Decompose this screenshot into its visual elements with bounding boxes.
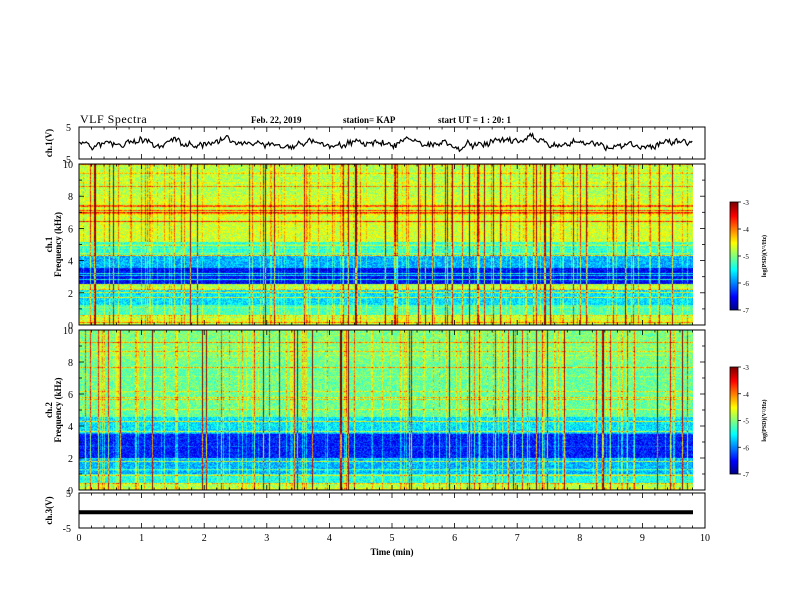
- start-time-label: start UT = 1 : 20: 1: [438, 115, 511, 125]
- ch1-spectrogram-image: [79, 164, 693, 325]
- colorbar-tick-label: -3: [743, 364, 749, 372]
- y-tick-label: 2: [68, 289, 73, 300]
- y-axis-label-waveform: ch.3(V): [44, 496, 54, 524]
- colorbar-label: log(PSD)(V²/Hz): [761, 399, 768, 441]
- chart-title: VLF Spectra: [80, 112, 148, 126]
- colorbar-tick-label: -3: [743, 199, 749, 207]
- y-tick-label: 10: [63, 160, 73, 171]
- y-tick-label: 8: [68, 192, 73, 203]
- y-tick-label: 5: [66, 489, 71, 500]
- y-tick-label: 6: [68, 390, 73, 401]
- x-tick-label: 9: [640, 533, 645, 544]
- y-tick-label: 8: [68, 358, 73, 369]
- x-tick-label: 2: [202, 533, 207, 544]
- date-label: Feb. 22, 2019: [251, 115, 302, 125]
- colorbar-tick-label: -6: [743, 280, 749, 288]
- ch2-spectrogram-image: [79, 330, 693, 490]
- x-tick-label: 3: [264, 533, 269, 544]
- y-tick-label: 4: [68, 422, 73, 433]
- x-tick-label: 7: [515, 533, 520, 544]
- y-tick-label: 0: [68, 486, 73, 497]
- x-tick-label: 10: [700, 533, 710, 544]
- x-tick-label: 8: [577, 533, 582, 544]
- y-axis-label-channel: ch.2: [44, 402, 54, 418]
- y-axis-label-frequency: Frequency (kHz): [53, 212, 63, 277]
- x-tick-label: 4: [327, 533, 332, 544]
- colorbar: [730, 367, 738, 474]
- x-axis-label: Time (min): [370, 547, 413, 557]
- y-tick-label: -5: [63, 155, 71, 166]
- x-tick-label: 1: [139, 533, 144, 544]
- y-tick-label: 4: [68, 257, 73, 268]
- ch1-waveform-line: [78, 132, 693, 153]
- colorbar-tick-label: -4: [743, 226, 749, 234]
- colorbar-tick-label: -7: [743, 471, 749, 479]
- x-tick-label: 6: [452, 533, 457, 544]
- y-tick-label: 2: [68, 454, 73, 465]
- colorbar-tick-label: -5: [743, 253, 749, 261]
- x-tick-label: 5: [390, 533, 395, 544]
- y-tick-label: 0: [68, 321, 73, 332]
- colorbar-tick-label: -5: [743, 418, 749, 426]
- y-axis-label-frequency: Frequency (kHz): [53, 377, 63, 442]
- station-label: station= KAP: [343, 115, 396, 125]
- colorbar: [730, 202, 738, 310]
- y-tick-label: -5: [63, 524, 71, 535]
- colorbar-tick-label: -7: [743, 307, 749, 315]
- y-tick-label: 6: [68, 224, 73, 235]
- colorbar-label: log(PSD)(V²/Hz): [761, 235, 768, 277]
- y-axis-label-channel: ch.1: [44, 236, 54, 252]
- y-tick-label: 10: [63, 326, 73, 337]
- y-tick-label: 5: [66, 123, 71, 134]
- y-axis-label-waveform: ch.1(V): [44, 129, 54, 157]
- x-tick-label: 0: [77, 533, 82, 544]
- colorbar-tick-label: -4: [743, 391, 749, 399]
- colorbar-tick-label: -6: [743, 444, 749, 452]
